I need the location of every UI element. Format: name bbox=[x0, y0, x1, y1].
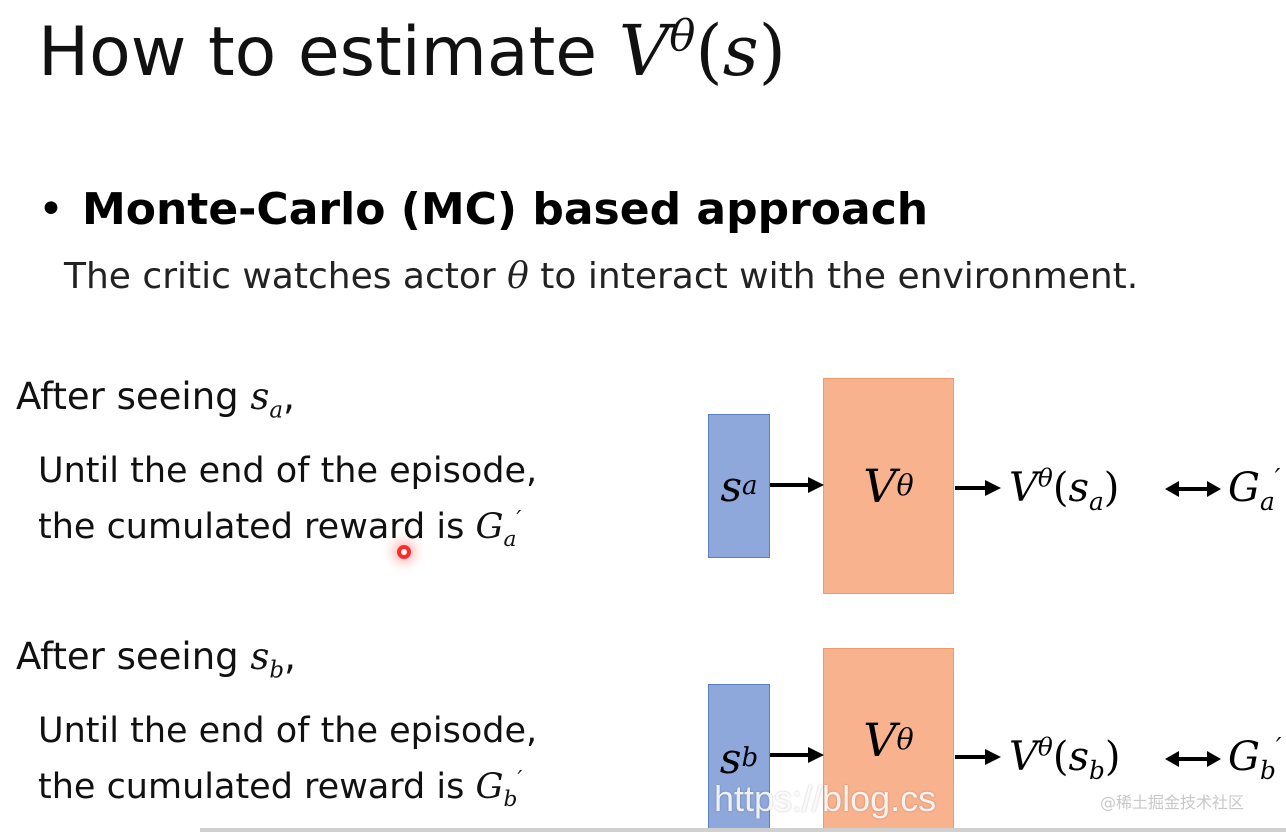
arrow-right-icon bbox=[955, 480, 1001, 496]
bullet-dot: • bbox=[38, 184, 64, 235]
section-b-line1: Until the end of the episode, bbox=[38, 711, 538, 751]
slide-title: How to estimate Vθ(s) bbox=[38, 6, 786, 98]
laser-pointer-icon bbox=[397, 545, 411, 559]
watermark-site: @稀土掘金技术社区 bbox=[1100, 793, 1245, 812]
section-a-line1: Until the end of the episode, bbox=[38, 451, 538, 491]
section-a-heading: After seeing sa, bbox=[16, 375, 295, 424]
value-estimate-b: Vθ(sb) bbox=[1009, 732, 1121, 785]
watermark-url: https://blog.cs bbox=[714, 778, 937, 819]
section-a-line2: the cumulated reward is Ga′ bbox=[38, 506, 522, 552]
bullet-text: Monte-Carlo (MC) based approach bbox=[81, 184, 929, 235]
bottom-scroll-bar bbox=[200, 828, 1286, 832]
bullet-heading: • Monte-Carlo (MC) based approach bbox=[38, 183, 928, 237]
double-arrow-icon bbox=[1165, 751, 1221, 767]
section-b-heading: After seeing sb, bbox=[16, 635, 296, 684]
description: The critic watches actor θ to interact w… bbox=[64, 256, 1139, 297]
arrow-right-icon bbox=[770, 747, 824, 763]
double-arrow-icon bbox=[1165, 481, 1221, 497]
title-math: Vθ(s) bbox=[618, 10, 786, 92]
arrow-right-icon bbox=[770, 477, 824, 493]
value-estimate-a: Vθ(sa) bbox=[1009, 463, 1120, 516]
target-return-b: Gb′ bbox=[1228, 732, 1282, 785]
arrow-right-icon bbox=[955, 749, 1001, 765]
target-return-a: Ga′ bbox=[1228, 463, 1281, 516]
section-b-line2: the cumulated reward is Gb′ bbox=[38, 766, 523, 812]
title-text: How to estimate bbox=[38, 13, 619, 92]
